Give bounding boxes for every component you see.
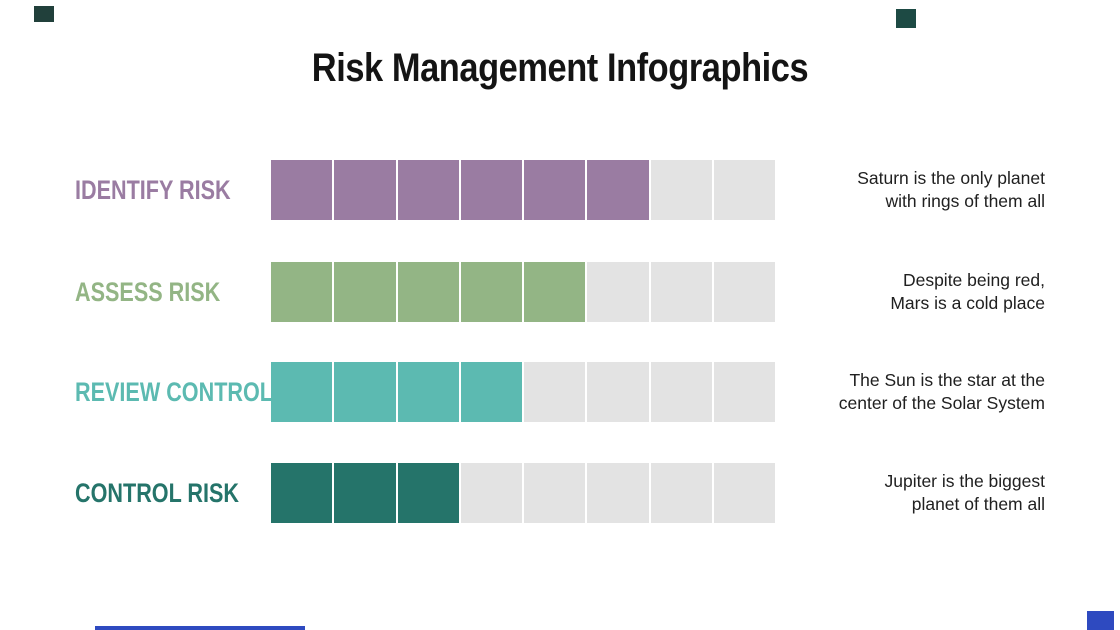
segment-filled xyxy=(271,463,333,523)
row-label-review-control: REVIEW CONTROL xyxy=(75,377,273,407)
caption-line: Despite being red, xyxy=(902,270,1045,290)
segment-filled xyxy=(334,262,396,322)
segment-empty xyxy=(587,262,649,322)
segment-filled xyxy=(460,362,522,422)
segment-empty xyxy=(460,463,522,523)
caption-line: with rings of them all xyxy=(885,191,1045,211)
decoration-top-left-square xyxy=(34,6,54,22)
caption-line: Jupiter is the biggest xyxy=(884,471,1045,491)
segment-empty xyxy=(713,262,775,322)
row-label-control-risk: CONTROL RISK xyxy=(75,478,240,508)
row-label-assess-risk: ASSESS RISK xyxy=(75,277,221,307)
decoration-bottom-line xyxy=(95,626,305,630)
segment-filled xyxy=(397,463,459,523)
segment-empty xyxy=(650,362,712,422)
segmented-bar-review-control xyxy=(271,362,775,422)
segment-filled xyxy=(587,160,649,220)
segment-filled xyxy=(397,160,459,220)
segment-empty xyxy=(713,463,775,523)
decoration-bottom-right-square xyxy=(1087,611,1114,630)
row-label-identify-risk: IDENTIFY RISK xyxy=(75,175,231,205)
segment-empty xyxy=(650,160,712,220)
segmented-bar-control-risk xyxy=(271,463,775,523)
segment-filled xyxy=(524,160,586,220)
segmented-bar-assess-risk xyxy=(271,262,775,322)
segment-empty xyxy=(650,463,712,523)
segment-empty xyxy=(713,362,775,422)
row-caption-identify-risk: Saturn is the only planet with rings of … xyxy=(715,160,1045,220)
infographic-row-review-control: REVIEW CONTROL The Sun is the star at th… xyxy=(0,362,1120,422)
infographic-row-control-risk: CONTROL RISK Jupiter is the biggest plan… xyxy=(0,463,1120,523)
caption-line: Saturn is the only planet xyxy=(857,168,1045,188)
segment-filled xyxy=(524,262,586,322)
row-caption-review-control: The Sun is the star at the center of the… xyxy=(715,362,1045,422)
row-caption-assess-risk: Despite being red, Mars is a cold place xyxy=(715,262,1045,322)
row-caption-control-risk: Jupiter is the biggest planet of them al… xyxy=(715,463,1045,523)
segment-filled xyxy=(271,160,333,220)
segment-filled xyxy=(334,362,396,422)
segment-filled xyxy=(334,160,396,220)
segment-empty xyxy=(524,362,586,422)
segment-filled xyxy=(397,262,459,322)
caption-line: planet of them all xyxy=(911,494,1045,514)
segment-filled xyxy=(397,362,459,422)
segment-filled xyxy=(271,362,333,422)
caption-line: Mars is a cold place xyxy=(890,293,1045,313)
segment-empty xyxy=(650,262,712,322)
segmented-bar-identify-risk xyxy=(271,160,775,220)
segment-filled xyxy=(271,262,333,322)
caption-line: The Sun is the star at the xyxy=(849,370,1045,390)
segment-filled xyxy=(334,463,396,523)
caption-line: center of the Solar System xyxy=(838,393,1045,413)
segment-empty xyxy=(524,463,586,523)
segment-empty xyxy=(587,463,649,523)
segment-empty xyxy=(713,160,775,220)
segment-filled xyxy=(460,262,522,322)
segment-filled xyxy=(460,160,522,220)
decoration-top-right-square xyxy=(896,9,916,28)
infographic-row-identify-risk: IDENTIFY RISK Saturn is the only planet … xyxy=(0,160,1120,220)
infographic-row-assess-risk: ASSESS RISK Despite being red, Mars is a… xyxy=(0,262,1120,322)
segment-empty xyxy=(587,362,649,422)
page-title: Risk Management Infographics xyxy=(311,46,809,90)
